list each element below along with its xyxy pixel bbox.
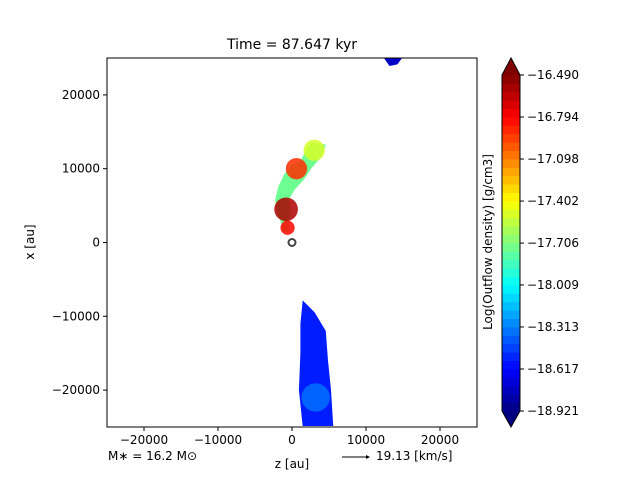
colorbar-segment bbox=[502, 360, 520, 370]
colorbar-segment bbox=[502, 234, 520, 244]
colorbar-segment bbox=[502, 301, 520, 311]
colorbar-segment bbox=[502, 293, 520, 303]
density-hotspot-2 bbox=[280, 220, 295, 235]
colorbar-segment bbox=[502, 125, 520, 135]
outflow-region-top-edge-blob bbox=[383, 58, 403, 66]
colorbar-segment bbox=[502, 108, 520, 118]
colorbar-segment bbox=[502, 377, 520, 387]
colorbar-label: Log(Outflow density) [g/cm3] bbox=[481, 154, 495, 330]
colorbar-tick-label: −18.009 bbox=[527, 278, 579, 292]
colorbar-segment bbox=[502, 100, 520, 109]
x-axis-label: z [au] bbox=[275, 457, 309, 471]
colorbar-segment bbox=[502, 335, 520, 345]
colorbar-segment bbox=[502, 201, 520, 210]
x-axis-ticks: −20000 −10000 0 10000 20000 bbox=[120, 427, 459, 447]
colorbar-ticks: −16.490 −16.794 −17.098 −17.402 −17.706 −18.0… bbox=[520, 68, 579, 418]
density-hotspot-3 bbox=[303, 139, 325, 161]
density-field bbox=[274, 58, 403, 426]
colorbar-tick-label: −17.098 bbox=[527, 152, 579, 166]
colorbar-segment bbox=[502, 243, 520, 252]
y-tick-label: 10000 bbox=[62, 162, 100, 176]
colorbar-segment bbox=[502, 352, 520, 361]
y-tick-label: −10000 bbox=[52, 309, 100, 323]
star-position-marker bbox=[287, 238, 297, 247]
colorbar-segment bbox=[502, 117, 520, 126]
chart-title: Time = 87.647 kyr bbox=[226, 37, 357, 53]
colorbar-segment bbox=[502, 285, 520, 294]
colorbar-extend-max bbox=[502, 58, 520, 75]
velocity-scale-label: 19.13 [km/s] bbox=[376, 449, 452, 463]
density-hotspot-0 bbox=[285, 158, 308, 180]
colorbar-segment bbox=[502, 276, 520, 286]
colorbar-segment bbox=[502, 75, 520, 84]
plot-area bbox=[107, 58, 477, 427]
colorbar-tick-label: −16.794 bbox=[527, 110, 579, 124]
colorbar-segment bbox=[502, 159, 520, 168]
colorbar-segment bbox=[502, 133, 520, 143]
velocity-scale-arrow bbox=[342, 455, 370, 459]
colorbar-segment bbox=[502, 259, 520, 269]
star-marker bbox=[287, 238, 297, 247]
colorbar-segment bbox=[502, 226, 520, 235]
x-tick-label: 20000 bbox=[421, 433, 459, 447]
colorbar-segment bbox=[502, 217, 520, 227]
colorbar-tick-label: −18.921 bbox=[527, 404, 579, 418]
colorbar-tick-label: −17.402 bbox=[527, 194, 579, 208]
colorbar-segment bbox=[502, 175, 520, 185]
colorbar bbox=[501, 56, 521, 429]
colorbar-segment bbox=[502, 209, 520, 219]
colorbar-tick-label: −18.313 bbox=[527, 320, 579, 334]
colorbar-segment bbox=[502, 150, 520, 160]
colorbar-segment bbox=[502, 251, 520, 261]
colorbar-segment bbox=[502, 402, 520, 412]
y-axis-label: x [au] bbox=[23, 224, 37, 259]
density-hotspot-4 bbox=[301, 383, 330, 412]
density-hotspot-1 bbox=[274, 197, 298, 222]
colorbar-segment bbox=[502, 310, 520, 319]
colorbar-segment bbox=[502, 91, 520, 101]
x-tick-label: −10000 bbox=[194, 433, 242, 447]
y-tick-label: 20000 bbox=[62, 88, 100, 102]
colorbar-segment bbox=[502, 184, 520, 193]
colorbar-segment bbox=[502, 167, 520, 177]
x-tick-label: 0 bbox=[288, 433, 296, 447]
x-tick-label: 10000 bbox=[347, 433, 385, 447]
y-tick-label: −20000 bbox=[52, 383, 100, 397]
colorbar-segment bbox=[502, 142, 520, 151]
x-tick-label: −20000 bbox=[120, 433, 168, 447]
colorbar-segment bbox=[502, 385, 520, 395]
colorbar-tick-label: −17.706 bbox=[527, 236, 579, 250]
colorbar-segment bbox=[502, 318, 520, 328]
y-axis-ticks: 20000 10000 0 −10000 −20000 bbox=[52, 88, 107, 397]
colorbar-segment bbox=[502, 369, 520, 378]
colorbar-segment bbox=[502, 192, 520, 202]
colorbar-segment bbox=[502, 343, 520, 353]
colorbar-tick-label: −16.490 bbox=[527, 68, 579, 82]
stellar-mass-annotation: M∗ = 16.2 M⊙ bbox=[108, 449, 197, 463]
colorbar-extend-min bbox=[502, 411, 520, 427]
y-tick-label: 0 bbox=[92, 236, 100, 250]
colorbar-segment bbox=[502, 327, 520, 336]
colorbar-segment bbox=[502, 83, 520, 93]
colorbar-segment bbox=[502, 394, 520, 403]
colorbar-tick-label: −18.617 bbox=[527, 362, 579, 376]
colorbar-segment bbox=[502, 268, 520, 277]
